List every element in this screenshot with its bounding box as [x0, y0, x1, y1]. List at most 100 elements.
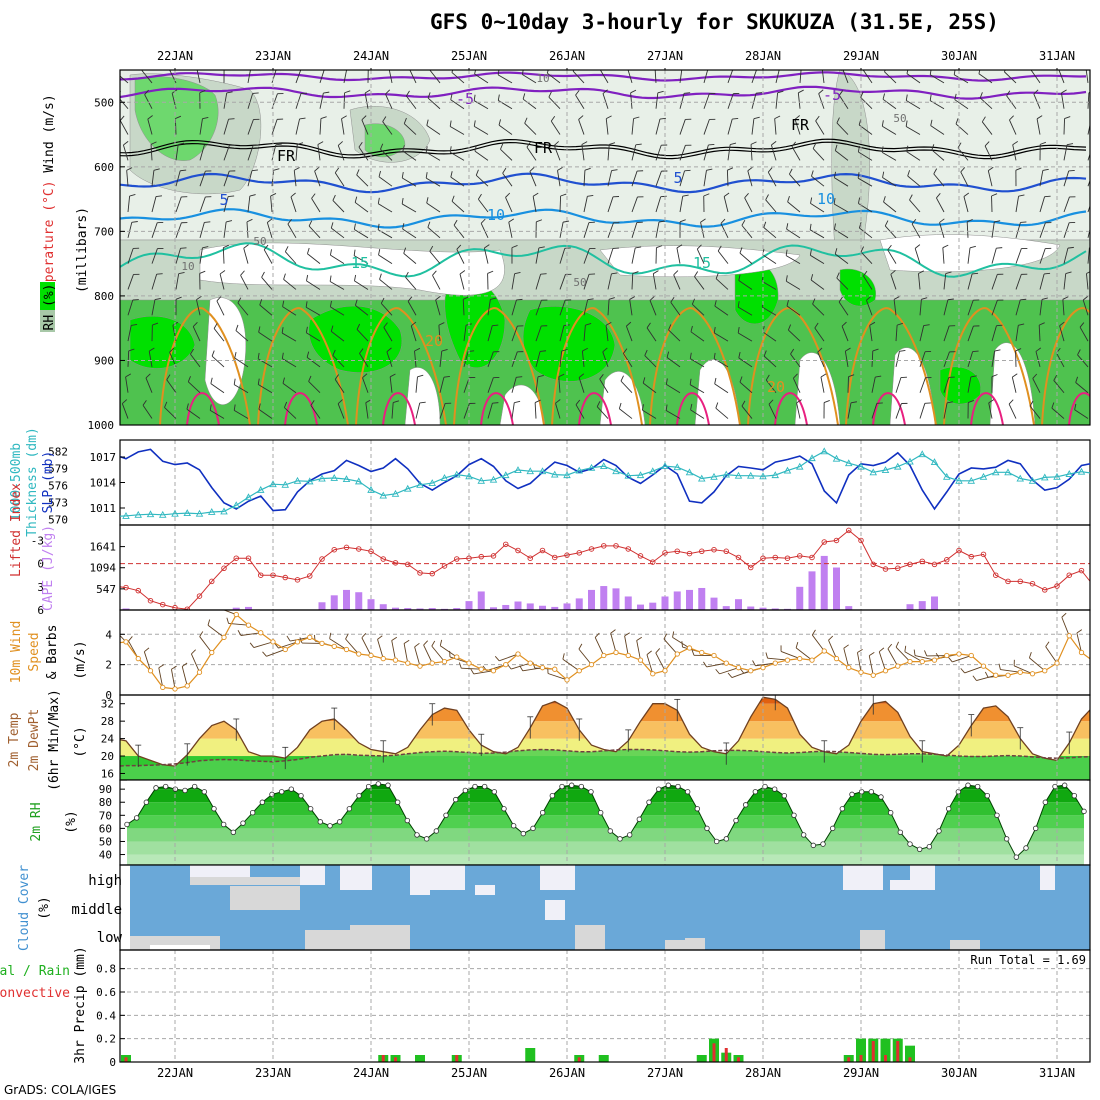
rh-point: [926, 843, 933, 850]
cape-bar: [747, 606, 755, 610]
temp-tick-label: 28: [101, 715, 114, 728]
precip-convective-bar: [896, 1041, 900, 1062]
thickness-point: [599, 462, 608, 470]
temp-label-d: (°C): [73, 726, 88, 757]
rh-point: [375, 781, 382, 787]
bottom-day-label: 26JAN: [549, 1066, 585, 1080]
grid-lines: [174, 525, 1058, 610]
precip-plot: [121, 1038, 915, 1062]
lifted-index-point: [307, 573, 313, 579]
wind-speed-point: [1066, 633, 1072, 639]
cape-bar: [453, 608, 461, 610]
rh-tick-label: 90: [99, 783, 112, 796]
wind-tick-label: 4: [105, 628, 112, 641]
thickness-point: [367, 485, 375, 493]
rh-point: [1003, 836, 1010, 842]
lifted-index-point: [515, 547, 521, 554]
thickness-point: [563, 471, 571, 479]
thickness-label-b: Thickness (dm): [25, 427, 40, 537]
thickness-point: [489, 475, 498, 483]
rh-point: [916, 846, 923, 853]
thickness-point: [416, 480, 424, 488]
rh-band: [127, 841, 1084, 855]
cloud-patch: [910, 865, 935, 890]
thickness-point: [722, 470, 731, 478]
wind-speed-point: [944, 652, 950, 659]
wind-speed-point: [613, 649, 619, 656]
rh-point: [539, 809, 546, 816]
thickness-point: [844, 459, 853, 467]
rh-point: [201, 789, 208, 795]
wind-speed-point: [882, 668, 889, 674]
wind-speed-point: [723, 660, 729, 666]
rh-point: [249, 809, 256, 816]
thickness-point: [391, 489, 400, 497]
wind-speed-point: [527, 660, 533, 666]
thickness-point: [918, 450, 927, 458]
wind-speed-point: [282, 646, 288, 653]
rh-point: [868, 789, 875, 795]
cloud-patch: [410, 865, 430, 895]
cape-bar: [845, 606, 853, 610]
rh-point: [1032, 825, 1039, 832]
rh-shading: [522, 306, 616, 382]
lifted-index-point: [343, 544, 350, 551]
isotherm-label: 15: [351, 254, 369, 272]
isotherm-20-line: [355, 307, 447, 425]
lifted-index-point: [1066, 572, 1072, 578]
rh-point: [182, 787, 188, 794]
rh-point: [829, 825, 836, 832]
top-day-label: 27JAN: [647, 49, 683, 63]
wind-speed-point: [1054, 660, 1060, 666]
precip-total-bar: [696, 1055, 707, 1062]
rh-point: [945, 806, 952, 812]
lifted-index-point: [760, 555, 766, 561]
wind-speed-point: [294, 639, 301, 645]
cloud-patch: [150, 945, 210, 950]
precip-tick-label: 0.4: [96, 1009, 116, 1022]
bottom-day-label: 23JAN: [255, 1066, 291, 1080]
bottom-day-label: 29JAN: [843, 1066, 879, 1080]
thickness-point: [207, 508, 216, 515]
isotherm-20-line: [159, 307, 251, 425]
thickness-point: [526, 467, 535, 475]
rh-point: [443, 812, 449, 819]
cape-bar: [624, 596, 632, 610]
wind-speed-point: [588, 661, 595, 668]
precip-frame: [119, 949, 1091, 1063]
thickness-point: [808, 454, 816, 462]
cape-bar: [722, 606, 730, 610]
cloud-patch: [685, 938, 705, 950]
pressure-tick-label: 700: [94, 225, 114, 238]
top-day-label: 24JAN: [353, 49, 389, 63]
wind-speed-point: [870, 672, 876, 678]
lifted-index-point: [196, 593, 203, 599]
grid-lines: [174, 780, 1058, 865]
pressure-tick-label: 800: [94, 290, 114, 303]
cape-bar: [796, 586, 804, 610]
thickness-point: [783, 466, 792, 474]
lifted-index-point: [1029, 580, 1036, 587]
isotherm-line: [120, 141, 1087, 160]
cape-bar: [563, 603, 571, 610]
thickness-point: [759, 472, 767, 480]
lifted-index-point: [613, 543, 619, 549]
rh-point: [240, 820, 246, 826]
rh-point: [133, 815, 140, 821]
thickness-point: [342, 475, 351, 483]
thickness-point: [697, 474, 706, 482]
grid-lines: [120, 610, 1090, 696]
rh-point: [191, 783, 198, 790]
wind-speed-point: [466, 660, 472, 666]
lifted-index-point: [123, 584, 129, 591]
grid-lines: [120, 950, 1090, 1063]
wind10-label-b: Speed: [27, 632, 42, 671]
rh2m-label: 2m RH: [29, 802, 44, 841]
thickness-tick-label: 582: [48, 445, 68, 458]
cape-bar: [122, 608, 130, 610]
wind-speed-point: [405, 660, 411, 666]
dewpoint-line: [120, 748, 1090, 767]
lifted-index-point: [1054, 583, 1060, 589]
lifted-index-point: [882, 566, 889, 572]
wind-speed-point: [441, 658, 448, 665]
